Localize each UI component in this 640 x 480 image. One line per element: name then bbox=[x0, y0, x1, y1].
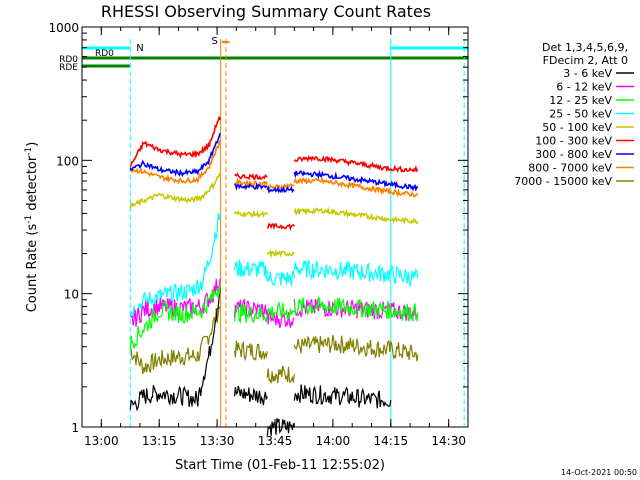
series-2 bbox=[129, 283, 419, 351]
series-0-segment-1 bbox=[233, 385, 268, 406]
series-3-segment-3 bbox=[293, 259, 419, 287]
y-tick-label-1: 10 bbox=[64, 288, 79, 302]
plot-frame bbox=[81, 26, 469, 428]
x-tick-label-4: 14:00 bbox=[316, 434, 351, 448]
x-tick-label-5: 14:15 bbox=[374, 434, 409, 448]
series-6 bbox=[129, 132, 419, 194]
legend-label-2: 12 - 25 keV bbox=[549, 94, 612, 107]
series-8-segment-0 bbox=[130, 306, 221, 375]
event-marker-n: N bbox=[136, 43, 143, 54]
series-4 bbox=[129, 172, 419, 259]
x-tick-label-2: 13:30 bbox=[200, 434, 235, 448]
series-3-segment-2 bbox=[266, 270, 295, 287]
series-3-segment-0 bbox=[129, 213, 221, 318]
series-0-segment-3 bbox=[293, 384, 392, 409]
x-axis-label: Start Time (01-Feb-11 12:55:02) bbox=[175, 458, 385, 473]
series-8-segment-2 bbox=[266, 365, 295, 384]
series-6-segment-2 bbox=[266, 185, 295, 194]
x-tick-label-3: 13:45 bbox=[258, 434, 293, 448]
legend-label-3: 25 - 50 keV bbox=[549, 108, 612, 121]
series-5-segment-2 bbox=[266, 222, 295, 231]
series-5-segment-3 bbox=[293, 155, 419, 174]
series-2-segment-2 bbox=[266, 300, 295, 320]
legend: Det 1,3,4,5,6,9,FDecim 2, Att 03 - 6 keV… bbox=[514, 41, 634, 188]
flag-bar-label-2: RDE bbox=[59, 63, 78, 73]
series-5 bbox=[129, 116, 419, 231]
legend-header-1: FDecim 2, Att 0 bbox=[543, 54, 628, 67]
axis-ticks: 13:00 13:15 13:30 13:45 14:00 14:15 14:30 1 10 10… bbox=[48, 21, 469, 448]
series-8 bbox=[130, 306, 419, 384]
series-7-segment-0 bbox=[130, 140, 221, 185]
series-0-segment-2 bbox=[266, 418, 295, 437]
x-tick-label-1: 13:15 bbox=[142, 434, 177, 448]
series-8-segment-1 bbox=[233, 340, 268, 362]
series-2-segment-3 bbox=[293, 295, 419, 322]
series-6-segment-1 bbox=[234, 182, 268, 191]
series-1-segment-1 bbox=[233, 297, 268, 318]
series-3 bbox=[129, 213, 419, 318]
series-4-segment-2 bbox=[266, 249, 295, 259]
series-4-segment-3 bbox=[293, 206, 419, 226]
series-5-segment-0 bbox=[129, 116, 221, 168]
legend-label-1: 6 - 12 keV bbox=[556, 81, 612, 94]
event-marker-s: S bbox=[212, 36, 218, 47]
y-axis-label: Count Rate (s-1 detector-1) bbox=[24, 142, 40, 313]
y-tick-label-2: 100 bbox=[56, 154, 79, 168]
series-6-segment-0 bbox=[129, 132, 221, 178]
series-7 bbox=[130, 140, 419, 198]
series-7-segment-2 bbox=[266, 182, 295, 192]
series-3-segment-1 bbox=[233, 259, 268, 280]
legend-label-5: 100 - 300 keV bbox=[535, 135, 612, 148]
series-2-segment-0 bbox=[129, 283, 221, 351]
y-tick-label-3: 1000 bbox=[48, 21, 79, 35]
series-2-segment-1 bbox=[233, 303, 268, 324]
timestamp: 14-Oct-2021 00:50 bbox=[561, 468, 637, 477]
legend-label-7: 800 - 7000 keV bbox=[528, 162, 612, 175]
series-7-segment-1 bbox=[234, 177, 268, 189]
flag-bar-inner-label: RD0 bbox=[95, 49, 114, 59]
x-tick-label-0: 13:00 bbox=[84, 434, 119, 448]
series-1-segment-0 bbox=[129, 278, 221, 327]
series-5-segment-1 bbox=[234, 172, 268, 181]
series-8-segment-3 bbox=[293, 334, 419, 362]
series-7-segment-3 bbox=[293, 176, 419, 198]
series-1-segment-2 bbox=[266, 310, 295, 328]
legend-label-4: 50 - 100 keV bbox=[542, 121, 612, 134]
series-0-segment-0 bbox=[129, 288, 221, 412]
legend-label-6: 300 - 800 keV bbox=[535, 148, 612, 161]
legend-label-8: 7000 - 15000 keV bbox=[514, 175, 612, 188]
legend-header-0: Det 1,3,4,5,6,9, bbox=[542, 41, 628, 54]
series-4-segment-1 bbox=[233, 209, 269, 219]
series-4-segment-0 bbox=[129, 172, 221, 209]
flag-bar-label-1: RD0 bbox=[59, 55, 78, 65]
series-6-segment-3 bbox=[293, 169, 419, 192]
series-0 bbox=[129, 288, 392, 437]
legend-label-0: 3 - 6 keV bbox=[563, 67, 612, 80]
y-tick-label-0: 1 bbox=[71, 421, 79, 435]
chart-title: RHESSI Observing Summary Count Rates bbox=[101, 2, 431, 21]
x-tick-label-6: 14:30 bbox=[431, 434, 466, 448]
series-1 bbox=[129, 278, 419, 328]
